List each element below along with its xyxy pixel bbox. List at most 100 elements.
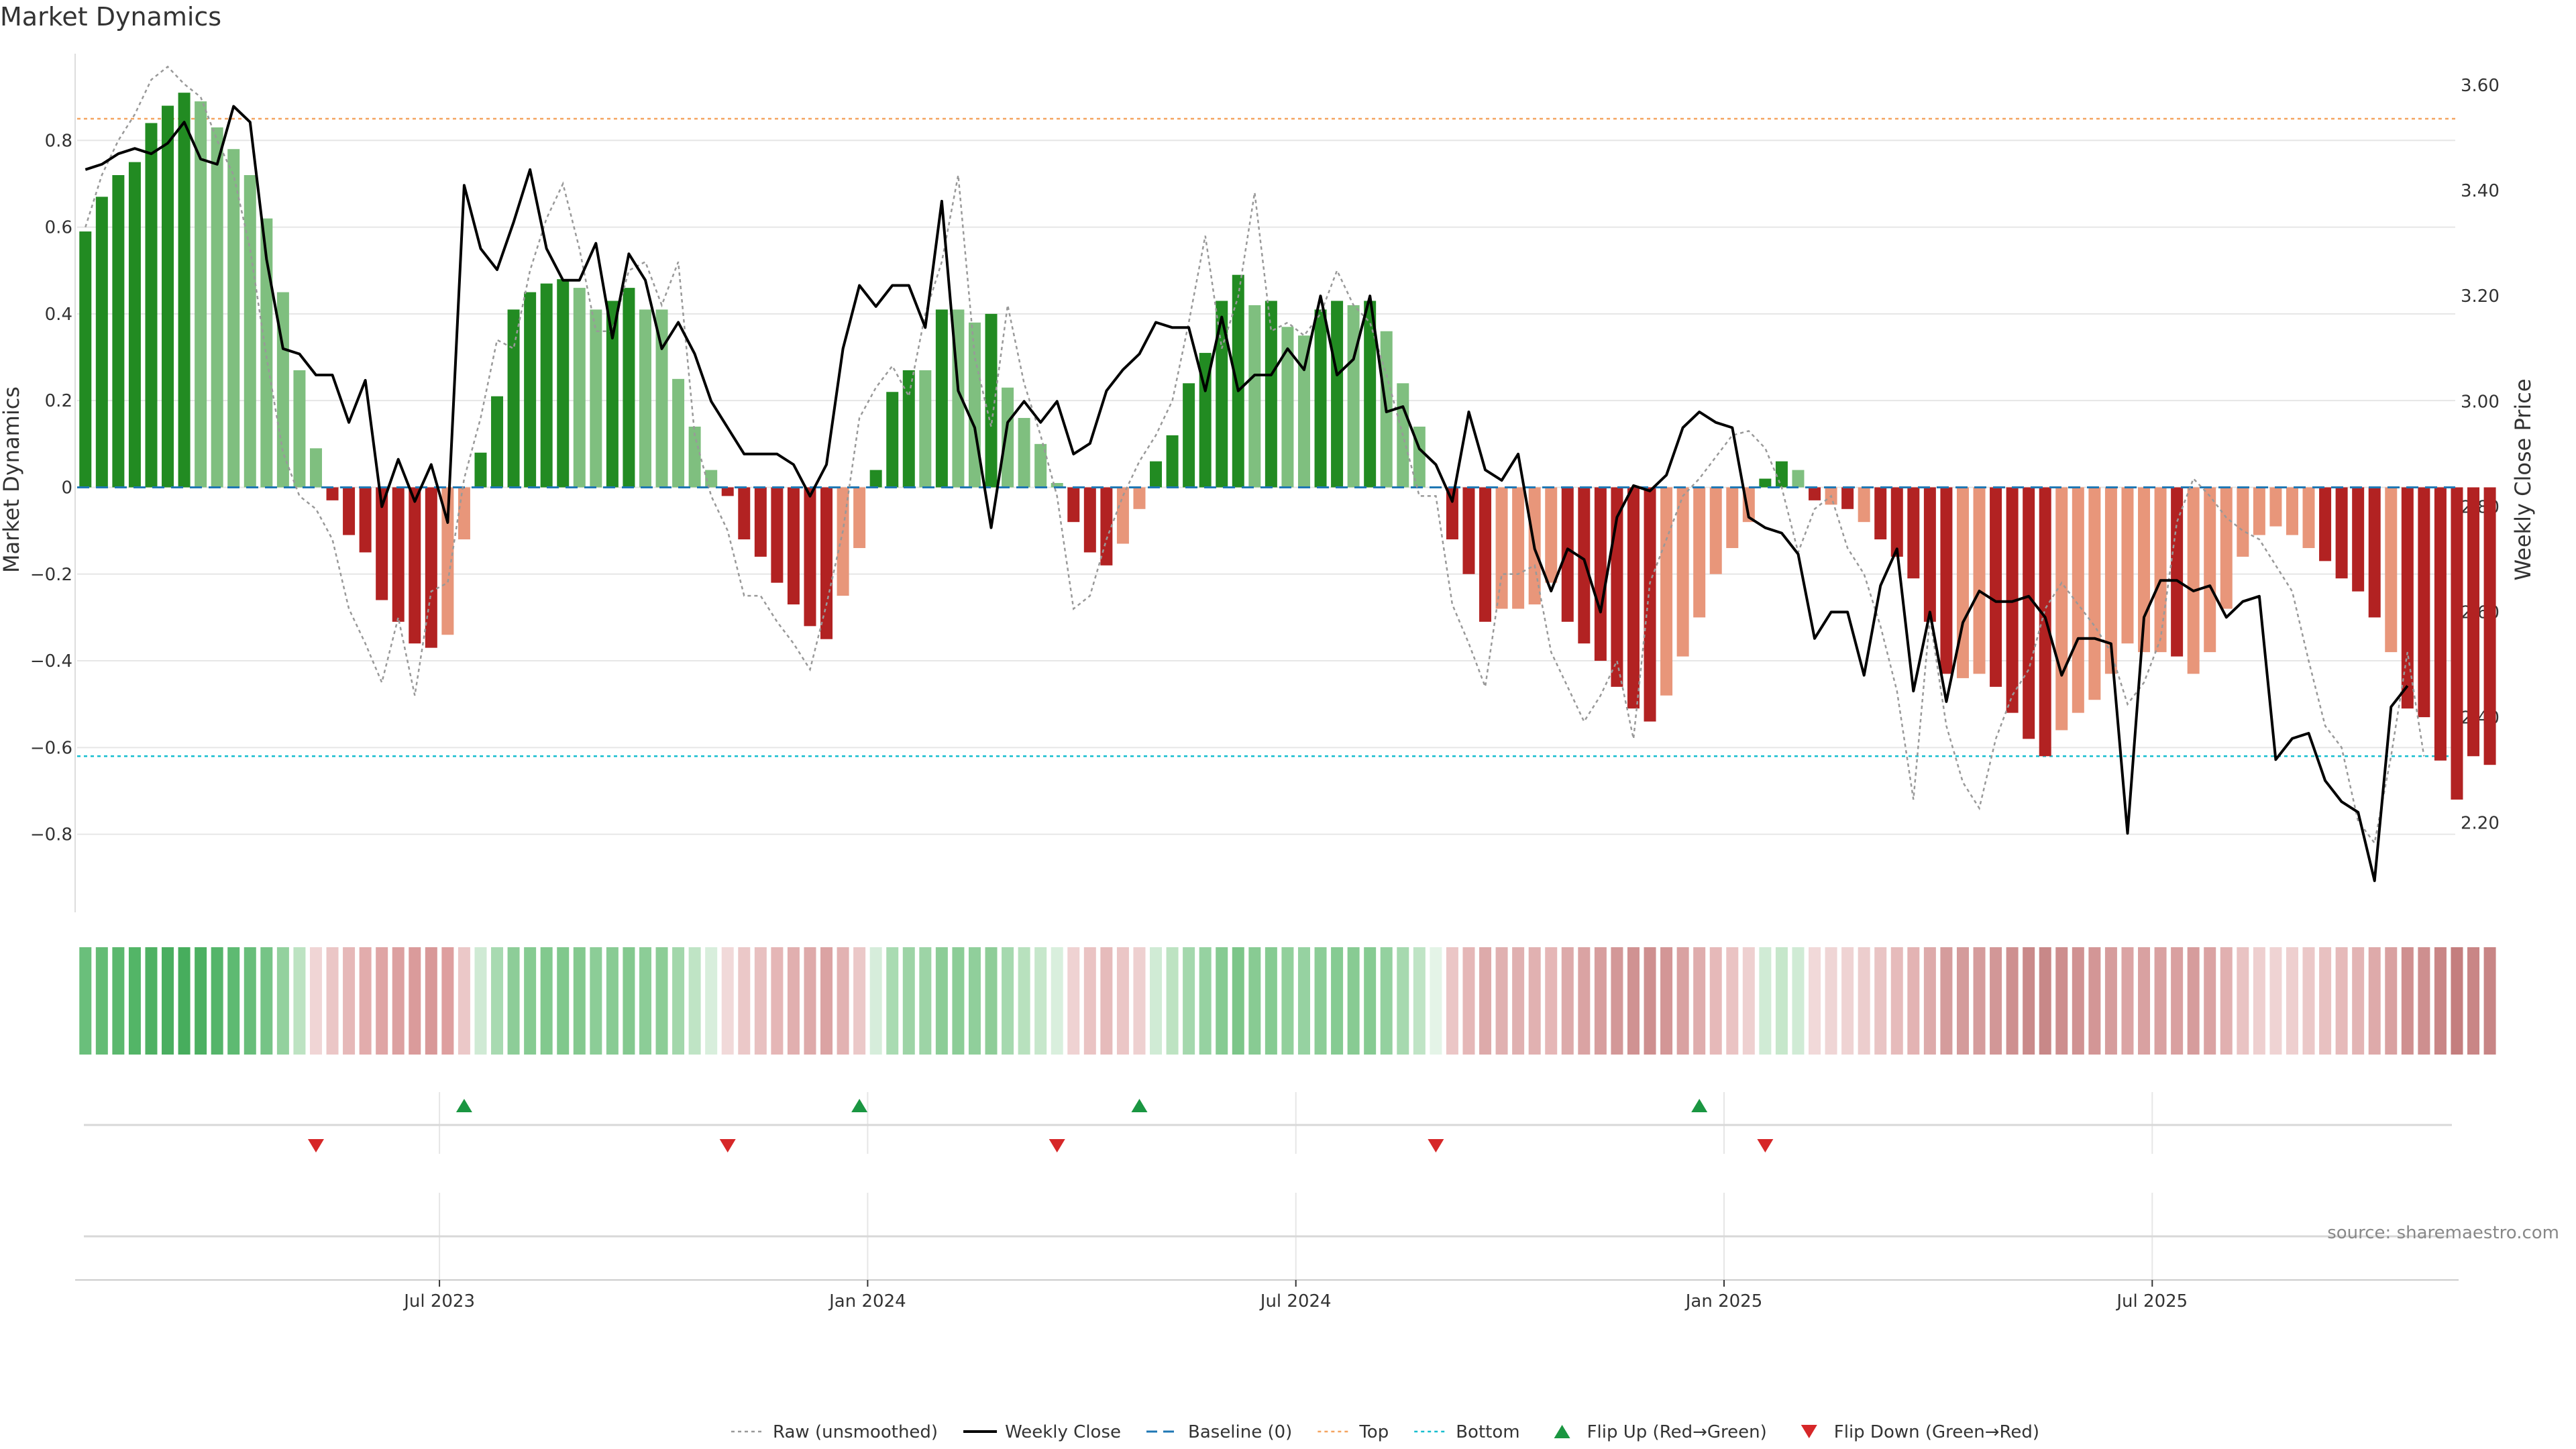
heat-cell [1973,947,1986,1055]
heat-cell [244,947,256,1055]
heat-cell [1297,947,1310,1055]
heat-cell [1462,947,1475,1055]
heat-cell [1858,947,1870,1055]
heat-cell [952,947,965,1055]
heat-cell [2269,947,2282,1055]
bar [1874,487,1887,540]
bar [227,149,240,488]
heat-cell [1676,947,1689,1055]
bar [2204,487,2216,653]
bar [738,487,751,540]
heat-cell [1002,947,1014,1055]
heat-cell [1232,947,1244,1055]
bar [1890,487,1903,557]
heat-cell [293,947,306,1055]
heat-cell [178,947,191,1055]
heat-cell [409,947,421,1055]
x-tick-label: Jan 2024 [828,1291,906,1311]
heat-cell [1956,947,1969,1055]
y-tick-left: 0 [61,478,72,498]
heat-cell [392,947,405,1055]
bar [1034,443,1047,488]
bar [573,288,586,488]
legend-item: Flip Down (Green→Red) [1801,1422,2039,1442]
bar [2253,487,2265,535]
bar [1281,327,1294,488]
heat-cell [655,947,668,1055]
heat-cell [2039,947,2051,1055]
bar [2286,487,2298,535]
heat-cell [869,947,882,1055]
heat-cell [1479,947,1492,1055]
x-axis-ticks: Jul 2023 Jan 2024 Jul 2024 Jan 2025 Jul 2025 [402,1280,2188,1311]
heat-cell [672,947,685,1055]
bar [1644,487,1656,722]
x-tick-label: Jan 2025 [1684,1291,1763,1311]
bar [1479,487,1492,622]
bar [1297,335,1310,488]
bar [474,452,487,488]
bar [2368,487,2381,618]
bar [1956,487,1969,678]
y-tick-left: −0.6 [30,738,72,758]
heat-cell [1578,947,1591,1055]
flip-up-marker [455,1099,472,1112]
bar [1775,461,1788,488]
bar [2023,487,2035,739]
y-tick-right: 3.20 [2461,286,2500,307]
bar [557,279,570,488]
heat-cell [804,947,816,1055]
heat-cell [754,947,767,1055]
bar [804,487,816,627]
heat-cell [1380,947,1393,1055]
heat-cell [606,947,619,1055]
bar [869,470,882,488]
heat-cell [376,947,388,1055]
bar [1858,487,1870,523]
heat-cell [2121,947,2134,1055]
heat-cell [79,947,92,1055]
heat-cell [1759,947,1772,1055]
bar [1923,487,1936,622]
heat-cell [738,947,751,1055]
bar [837,487,849,596]
bar [1512,487,1525,609]
bar [1809,487,1821,500]
legend-item: Flip Up (Red→Green) [1554,1422,1767,1442]
bar [343,487,356,535]
legend: Raw (unsmoothed) Weekly Close Baseline (0)… [731,1422,2039,1442]
bar [655,309,668,488]
bar [1116,487,1129,544]
bar [409,487,421,644]
heat-cell [2385,947,2398,1055]
heat-cell [590,947,602,1055]
heat-cell [2483,947,2496,1055]
y-tick-left: 0.2 [45,391,72,411]
bar [968,322,981,488]
heat-cell [491,947,504,1055]
bar [2220,487,2233,609]
bar [2467,487,2480,757]
heat-cell [2467,947,2480,1055]
heat-cell [2072,947,2084,1055]
bar [853,487,866,548]
bar [1216,301,1228,488]
bar [458,487,470,540]
bar [326,487,339,500]
bar [178,93,191,488]
heat-cell [1825,947,1837,1055]
heat-cell [1841,947,1854,1055]
heat-cell [1364,947,1377,1055]
bar [820,487,833,639]
bar [886,392,899,488]
bar [590,309,602,488]
heat-cell [705,947,718,1055]
heat-cell [886,947,899,1055]
flip-down-marker [307,1139,324,1152]
heat-cell [2138,947,2151,1055]
heat-cell [1709,947,1722,1055]
heat-cell [573,947,586,1055]
bar [1248,305,1261,488]
bar [95,197,108,488]
bar [540,283,553,488]
